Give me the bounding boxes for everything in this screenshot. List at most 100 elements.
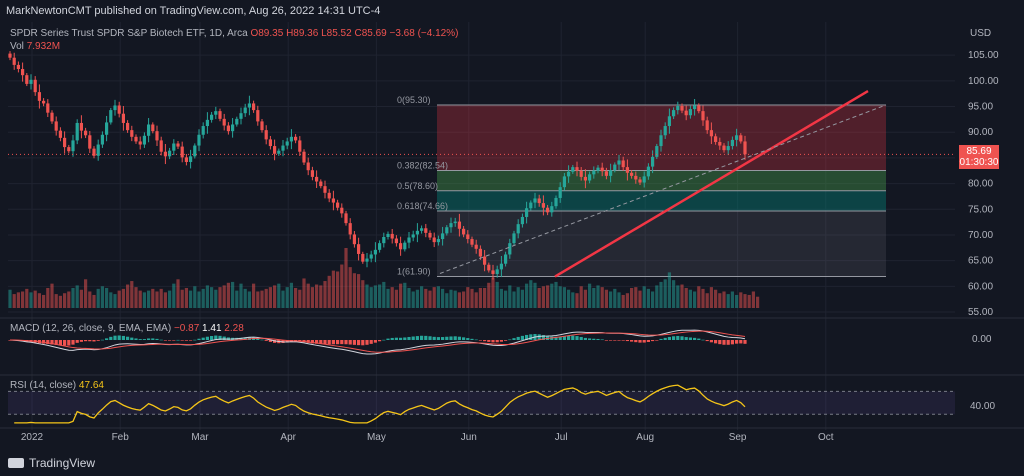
candle-body <box>50 112 54 122</box>
macd-histogram-bar <box>361 340 365 346</box>
volume-bar <box>453 290 457 308</box>
volume-bar <box>487 282 491 308</box>
macd-histogram-bar <box>709 340 713 343</box>
volume-bar <box>655 285 659 308</box>
price-tick-label: 80.00 <box>968 179 993 190</box>
candle-body <box>319 181 323 187</box>
candle-body <box>336 202 340 208</box>
brand-name: TradingView <box>29 456 96 470</box>
volume-bar <box>310 287 314 308</box>
macd-histogram-bar <box>403 337 407 340</box>
ohlc-high: H89.36 <box>286 28 319 39</box>
volume-bar <box>609 291 613 308</box>
macd-histogram-bar <box>327 340 331 345</box>
volume-bar <box>340 264 344 308</box>
candlestick-series <box>8 51 747 280</box>
candle-body <box>407 237 411 243</box>
candle-body <box>592 170 596 175</box>
volume-bar <box>147 290 151 308</box>
macd-histogram-bar <box>75 340 79 343</box>
volume-bar <box>126 284 130 308</box>
volume-bar <box>142 292 146 308</box>
candle-body <box>138 141 142 145</box>
volume-bar <box>298 289 302 308</box>
macd-histogram-bar <box>399 337 403 340</box>
volume-bar <box>75 285 79 308</box>
macd-histogram-bar <box>575 336 579 340</box>
volume-bar <box>210 287 214 308</box>
price-tick-label: 65.00 <box>968 256 993 267</box>
candle-body <box>184 157 188 162</box>
volume-bar <box>495 281 499 308</box>
price-tick-label: 100.00 <box>968 76 999 87</box>
candle-body <box>54 121 58 131</box>
macd-histogram-bar <box>273 340 277 343</box>
volume-bar <box>533 282 537 308</box>
macd-histogram-bar <box>176 339 180 341</box>
volume-bar <box>218 287 222 308</box>
time-tick-label: Oct <box>818 432 834 443</box>
candle-body <box>537 198 541 204</box>
volume-bar <box>428 290 432 308</box>
candle-body <box>155 131 159 141</box>
candle-body <box>201 126 205 135</box>
volume-bar <box>33 290 37 308</box>
candle-body <box>285 141 289 146</box>
volume-bar <box>445 293 449 308</box>
ohlc-change: −3.68 (−4.12%) <box>389 28 459 39</box>
volume-bar <box>84 279 88 308</box>
candle-body <box>256 110 260 122</box>
macd-histogram-bar <box>537 334 541 340</box>
candle-body <box>394 238 398 244</box>
volume-bar <box>390 287 394 308</box>
candle-body <box>709 130 713 137</box>
macd-histogram-bar <box>336 340 340 345</box>
macd-histogram-bar <box>630 340 634 342</box>
volume-bar <box>100 286 104 308</box>
volume-bar <box>247 291 251 308</box>
candle-body <box>676 105 680 111</box>
macd-histogram-bar <box>562 336 566 340</box>
time-axis[interactable]: 2022 Feb Mar Apr May Jun Jul Aug Sep Oct <box>21 432 834 443</box>
macd-histogram-bar <box>672 336 676 340</box>
macd-histogram-bar <box>100 339 104 341</box>
macd-histogram-bar <box>441 337 445 340</box>
volume-bar <box>155 291 159 308</box>
volume-bar <box>575 293 579 308</box>
last-price-tag: 85.69 01:30:30 <box>959 145 999 169</box>
macd-histogram-bar <box>613 340 617 341</box>
volume-bar <box>730 291 734 308</box>
volume-label[interactable]: Vol <box>10 41 24 52</box>
price-tick-label: 90.00 <box>968 127 993 138</box>
volume-bar <box>680 284 684 308</box>
macd-histogram-bar <box>466 338 470 340</box>
macd-histogram-bar <box>634 340 638 343</box>
volume-bar <box>315 284 319 308</box>
candle-body <box>193 145 197 157</box>
candle-body <box>344 213 348 224</box>
candle-body <box>667 116 671 127</box>
candle-body <box>659 135 663 147</box>
volume-bar <box>67 291 71 308</box>
macd-histogram-bar <box>168 340 172 341</box>
symbol-legend: SPDR Series Trust SPDR S&P Biotech ETF, … <box>10 28 458 39</box>
symbol-title[interactable]: SPDR Series Trust SPDR S&P Biotech ETF, … <box>10 28 248 39</box>
candle-body <box>289 136 293 142</box>
candle-body <box>583 176 587 181</box>
volume-bar <box>58 295 62 308</box>
volume-bar <box>739 292 743 308</box>
macd-label[interactable]: MACD (12, 26, close, 9, EMA, EMA) <box>10 323 172 334</box>
macd-histogram-bar <box>579 336 583 340</box>
volume-bar <box>252 283 256 308</box>
candle-body <box>264 130 268 140</box>
macd-histogram-bar <box>201 337 205 340</box>
candle-body <box>634 175 638 180</box>
volume-bar <box>130 281 134 308</box>
macd-histogram-bar <box>319 340 323 344</box>
candle-body <box>411 234 415 238</box>
volume-bar <box>386 288 390 308</box>
candle-body <box>88 135 92 149</box>
rsi-label[interactable]: RSI (14, close) <box>10 380 77 391</box>
tradingview-logo[interactable]: TradingView <box>8 456 95 470</box>
